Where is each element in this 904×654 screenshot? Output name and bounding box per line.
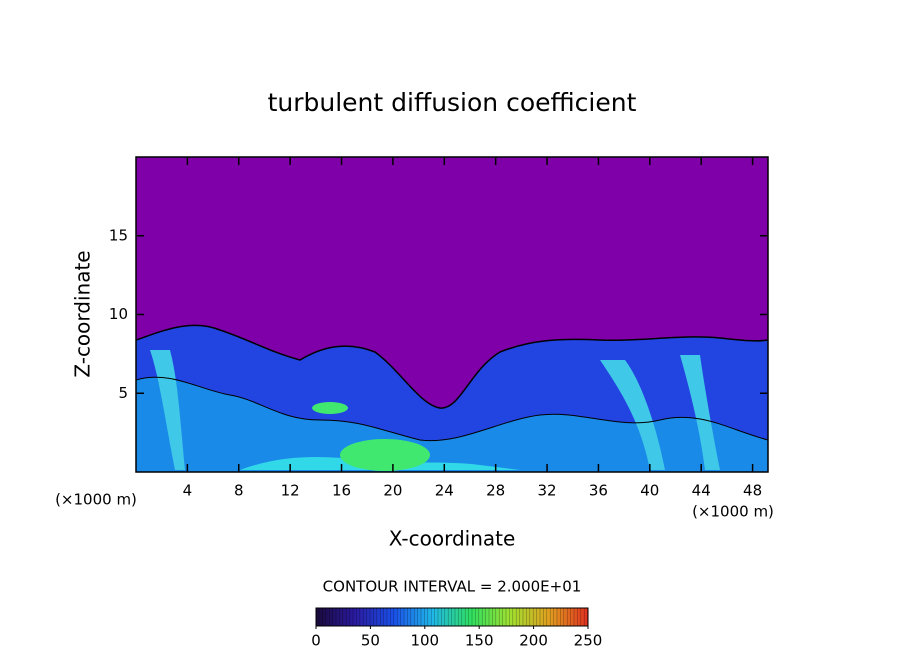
colorbar-tick-label: 0 (311, 632, 321, 650)
colorbar-tick-label: 200 (519, 632, 548, 650)
colorbar-tick-label: 250 (574, 632, 603, 650)
y-axis-label: Z-coordinate (71, 250, 95, 377)
x-tick-label: 8 (234, 482, 244, 500)
y-tick-label: 10 (109, 305, 128, 323)
colorbar-tick-label: 150 (465, 632, 494, 650)
x-tick-label: 40 (640, 482, 659, 500)
x-tick-label: 44 (692, 482, 711, 500)
contour-note: CONTOUR INTERVAL = 2.000E+01 (323, 578, 582, 596)
x-tick-label: 28 (486, 482, 505, 500)
colorbar-tick-label: 100 (410, 632, 439, 650)
x-unit-label: (×1000 m) (55, 491, 137, 509)
y-tick-label: 5 (118, 384, 128, 402)
contour-field (136, 157, 768, 472)
x-tick-label: 48 (743, 482, 762, 500)
x-tick-label: 36 (589, 482, 608, 500)
y-tick-label: 15 (109, 226, 128, 244)
colorbar-tick-label: 50 (361, 632, 380, 650)
x-tick-label: 20 (383, 482, 402, 500)
x-unit-label: (×1000 m) (692, 503, 774, 521)
x-tick-label: 24 (435, 482, 454, 500)
x-tick-label: 12 (281, 482, 300, 500)
colorbar (315, 607, 589, 627)
x-tick-label: 4 (183, 482, 193, 500)
chart-title: turbulent diffusion coefficient (268, 88, 637, 117)
x-tick-label: 16 (332, 482, 351, 500)
x-tick-label: 32 (538, 482, 557, 500)
x-axis-label: X-coordinate (389, 527, 516, 551)
